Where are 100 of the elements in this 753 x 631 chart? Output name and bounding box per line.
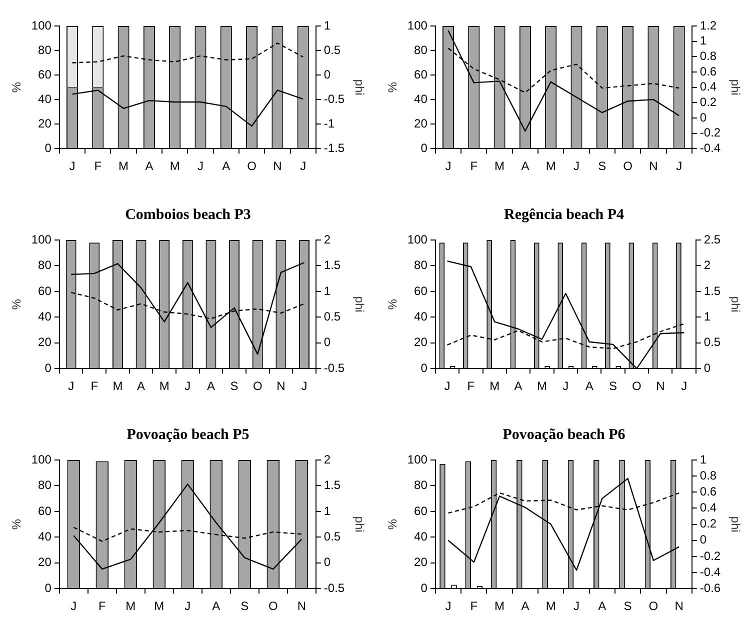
y2-tick-label: 0.2 [700,94,717,109]
y-tick-label: 20 [38,116,52,130]
y2-tick-label: -0.2 [700,548,721,563]
y-tick-label: 0 [44,360,52,375]
y2-tick-label: 1.5 [704,284,721,298]
x-tick-label: O [268,599,278,614]
y-tick-label: 80 [38,42,52,57]
x-tick-label: J [562,379,569,394]
y2-tick-label: 0.5 [324,42,341,57]
y2-tick-label: 1 [324,18,331,32]
x-tick-label: J [676,159,682,174]
x-tick-label: N [297,599,306,614]
x-tick-label: F [98,599,106,614]
y2-tick-label: 1.5 [324,258,341,272]
y2-axis-title: phi [352,296,366,312]
y2-axis-title: phi [352,516,366,532]
y-tick-label: 20 [38,335,52,350]
y-tick-label: 100 [407,18,428,32]
y2-tick-label: 1.5 [324,478,341,492]
y-tick-label: 0 [44,140,52,155]
y2-tick-label: 0.4 [700,500,717,515]
x-tick-label: J [573,599,580,614]
y-axis-title: % [386,518,400,530]
y-tick-label: 40 [414,529,428,544]
y-tick-label: 60 [414,504,428,518]
y2-tick-label: 0.8 [700,468,717,482]
x-tick-label: S [230,379,238,394]
y2-tick-label: 1 [324,504,331,518]
y2-tick-label: 0 [324,555,331,570]
x-tick-label: J [70,599,77,614]
y-tick-label: 20 [414,335,428,350]
x-tick-label: N [656,379,665,394]
x-tick-label: O [623,159,632,174]
y2-tick-label: 1 [700,34,707,48]
chart-title: Povoação beach P6 [502,426,626,443]
x-tick-label: F [90,379,98,394]
x-tick-label: M [154,599,164,614]
y2-tick-label: 0 [324,335,331,350]
y2-tick-label: 2 [324,452,331,466]
x-tick-label: F [470,159,478,174]
y-tick-label: 80 [414,258,428,272]
x-tick-label: M [546,599,556,614]
y2-tick-label: 0.8 [700,48,717,63]
y-tick-label: 60 [38,504,52,518]
y2-tick-label: -0.5 [324,360,345,375]
y-tick-label: 20 [38,555,52,570]
x-tick-label: M [126,599,136,614]
y-axis-title: % [386,298,400,310]
chart-title: Povoação beach P5 [126,426,250,443]
x-tick-label: S [240,599,249,614]
y-tick-label: 100 [407,452,428,466]
y2-tick-label: 1 [324,284,331,298]
x-tick-label: A [206,379,215,394]
x-tick-label: M [494,599,505,614]
x-tick-label: F [467,379,475,394]
chart-title: Regência beach P4 [504,206,624,223]
y-tick-label: 60 [414,284,428,298]
x-tick-label: J [301,379,308,394]
y-tick-label: 80 [414,478,428,492]
x-tick-label: A [212,599,220,614]
y2-tick-label: -0.4 [700,564,721,579]
y-tick-label: 100 [31,232,52,246]
y2-tick-label: 0.4 [700,80,717,94]
y2-tick-label: 0.5 [704,335,721,350]
y2-tick-label: -0.4 [700,140,721,155]
y-tick-label: 100 [31,18,52,32]
y2-tick-label: 0 [700,532,707,547]
y-tick-label: 40 [414,92,428,106]
y2-tick-label: -0.5 [324,580,345,595]
y2-tick-label: 2.5 [704,232,721,246]
y-tick-label: 20 [414,116,428,130]
x-tick-label: O [632,379,642,394]
y-tick-label: 0 [420,580,428,595]
x-tick-label: N [276,379,286,394]
y-tick-label: 0 [420,360,428,375]
y2-tick-label: 1 [704,309,711,324]
x-tick-label: J [681,379,688,394]
x-tick-label: J [445,599,452,614]
x-tick-label: O [648,599,658,614]
y2-tick-label: 0.6 [700,64,717,78]
x-tick-label: N [273,159,282,174]
x-tick-label: J [184,379,191,394]
y2-tick-label: 0.6 [700,484,717,498]
y-axis-title: % [10,518,24,530]
y-axis-title: % [10,82,24,93]
y-tick-label: 80 [38,478,52,492]
x-tick-label: A [145,159,154,174]
x-tick-label: A [521,599,530,614]
x-tick-label: M [112,379,123,394]
y-tick-label: 100 [31,452,52,466]
x-tick-label: S [598,159,606,174]
x-tick-label: J [300,159,306,174]
x-tick-label: J [197,159,204,174]
x-tick-label: S [624,599,632,614]
x-tick-label: J [184,599,191,614]
y2-tick-label: -0.2 [700,126,721,140]
y2-tick-label: 0.5 [324,529,341,544]
y2-tick-label: 0 [324,67,331,82]
y-tick-label: 40 [38,309,52,324]
x-tick-label: A [137,379,146,394]
